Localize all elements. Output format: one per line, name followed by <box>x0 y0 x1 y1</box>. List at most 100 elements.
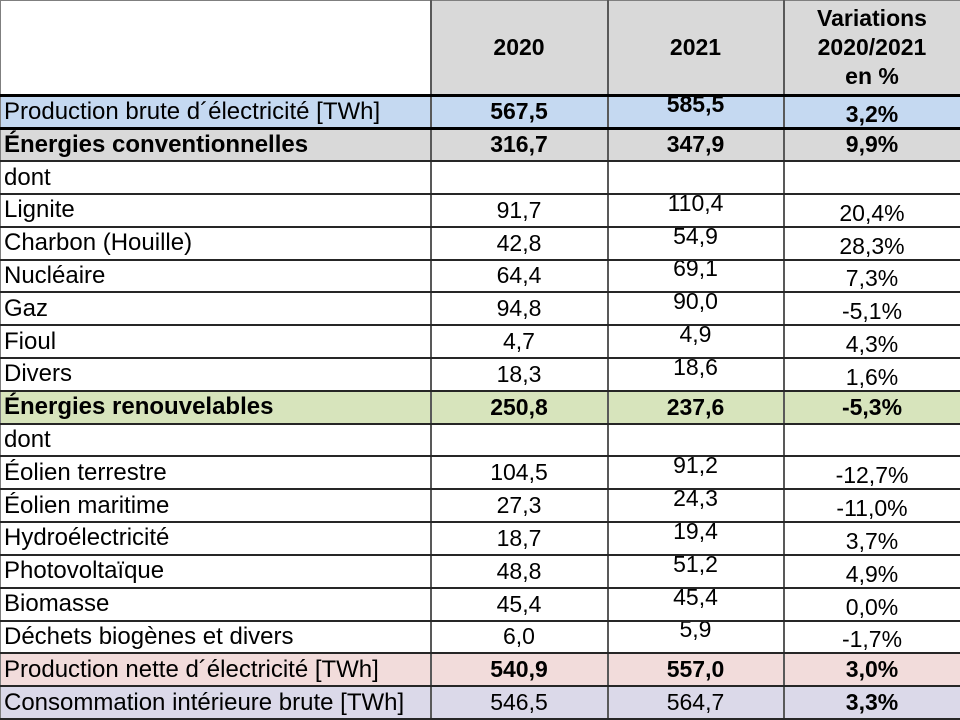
value-2021-cell: 347,9 <box>606 128 784 163</box>
row-label: Production brute d´électricité [TWh] <box>4 97 381 125</box>
row-label: Fioul <box>4 327 57 355</box>
value-2020-cell <box>429 423 608 458</box>
table-row: Hydroélectricité 18,7 19,4 3,7% <box>0 522 960 556</box>
value-variation: 3,7% <box>845 527 899 554</box>
row-label: Énergies renouvelables <box>4 393 274 421</box>
value-2020: 18,7 <box>496 524 542 551</box>
table-row: Nucléaire 64,4 69,1 7,3% <box>0 259 960 294</box>
table-row: Charbon (Houille) 42,8 54,9 28,3% <box>0 226 960 261</box>
value-2021: 54,9 <box>673 226 718 249</box>
value-variation: 4,3% <box>845 331 899 358</box>
value-variation-cell: 3,2% <box>782 95 960 130</box>
value-2021-cell: 5,9 <box>606 620 784 655</box>
value-2020-cell: 104,5 <box>429 456 608 491</box>
value-2021: 69,1 <box>673 259 718 282</box>
table-row: Lignite 91,7 110,4 20,4% <box>0 193 960 228</box>
value-variation-cell: -5,1% <box>782 292 960 327</box>
row-label: Lignite <box>4 196 75 224</box>
row-label: Photovoltaïque <box>4 557 165 585</box>
table-row: Énergies renouvelables 250,8 237,6 -5,3% <box>0 390 960 425</box>
table-row: dont <box>0 161 960 195</box>
value-variation: 3,3% <box>845 689 899 716</box>
row-label-cell: Nucléaire <box>0 259 431 294</box>
value-2021-cell: 110,4 <box>606 193 784 228</box>
value-2020-cell: 48,8 <box>429 554 608 589</box>
value-variation: 1,6% <box>845 363 899 390</box>
row-label-cell: Biomasse <box>0 587 431 622</box>
value-2020-cell: 18,3 <box>429 358 608 392</box>
value-variation-cell: 7,3% <box>782 259 960 294</box>
value-2021-cell: 51,2 <box>606 554 784 589</box>
value-variation-cell <box>782 423 960 458</box>
value-2020: 27,3 <box>496 492 542 519</box>
row-label-cell: Énergies conventionnelles <box>0 128 431 163</box>
value-variation: 3,0% <box>845 656 899 683</box>
header-variations-line1: Variations <box>817 5 927 31</box>
value-2021: 585,5 <box>666 95 725 118</box>
value-variation-cell: 4,3% <box>782 325 960 359</box>
table-row: Production brute d´électricité [TWh] 567… <box>0 95 960 130</box>
row-label: Énergies conventionnelles <box>4 130 309 158</box>
row-label-cell: Énergies renouvelables <box>0 390 431 425</box>
value-2020-cell: 91,7 <box>429 193 608 228</box>
table-row: Énergies conventionnelles 316,7 347,9 9,… <box>0 128 960 163</box>
value-2020: 4,7 <box>503 328 535 355</box>
value-variation-cell: 4,9% <box>782 554 960 589</box>
value-variation: -1,7% <box>841 626 903 653</box>
value-2021-cell: 69,1 <box>606 259 784 294</box>
value-2021-cell: 4,9 <box>606 325 784 359</box>
value-2021: 19,4 <box>673 522 718 544</box>
value-2021-cell: 90,0 <box>606 292 784 327</box>
value-2021: 51,2 <box>673 554 718 577</box>
value-2021-cell: 18,6 <box>606 358 784 392</box>
value-variation-cell: 9,9% <box>782 128 960 163</box>
value-2020-cell: 316,7 <box>429 128 608 163</box>
table-row: Déchets biogènes et divers 6,0 5,9 -1,7% <box>0 620 960 655</box>
row-label: Éolien maritime <box>4 491 170 519</box>
row-label-cell: Gaz <box>0 292 431 327</box>
value-variation: 3,2% <box>845 101 899 128</box>
value-variation: 7,3% <box>845 265 899 292</box>
value-variation-cell: 3,0% <box>782 653 960 688</box>
row-label-cell: Photovoltaïque <box>0 554 431 589</box>
value-2021: 557,0 <box>666 656 725 683</box>
value-2020: 567,5 <box>490 98 548 125</box>
header-row: 2020 2021 Variations 2020/2021 en % <box>0 0 960 97</box>
value-2021: 24,3 <box>673 489 718 512</box>
table-row: Fioul 4,7 4,9 4,3% <box>0 325 960 359</box>
value-2020: 540,9 <box>490 656 548 683</box>
row-label-cell: Éolien terrestre <box>0 456 431 491</box>
value-2020: 18,3 <box>496 360 542 387</box>
header-variations-line3: en % <box>845 63 899 89</box>
value-variation-cell: 3,7% <box>782 522 960 556</box>
value-variation-cell: -11,0% <box>782 489 960 524</box>
header-corner-cell <box>0 0 431 97</box>
value-2020-cell: 42,8 <box>429 226 608 261</box>
value-variation: 28,3% <box>839 232 905 259</box>
value-2021: 45,4 <box>673 587 718 610</box>
value-2021: 110,4 <box>667 193 724 216</box>
value-variation-cell: 1,6% <box>782 358 960 392</box>
header-variations: Variations 2020/2021 en % <box>782 0 960 97</box>
value-variation-cell: -12,7% <box>782 456 960 491</box>
row-label-cell: Hydroélectricité <box>0 522 431 556</box>
value-2020-cell: 27,3 <box>429 489 608 524</box>
value-2021-cell: 54,9 <box>606 226 784 261</box>
value-variation-cell: 28,3% <box>782 226 960 261</box>
value-2021: 5,9 <box>679 620 712 643</box>
row-label: Nucléaire <box>4 261 106 289</box>
header-variations-line2: 2020/2021 <box>817 34 927 60</box>
row-label-cell: Divers <box>0 358 431 392</box>
value-2020-cell: 540,9 <box>429 653 608 688</box>
value-variation: 9,9% <box>845 131 899 158</box>
value-2021-cell: 91,2 <box>606 456 784 491</box>
value-2020: 42,8 <box>496 229 542 256</box>
row-label: Production nette d´électricité [TWh] <box>4 655 379 683</box>
table-header: 2020 2021 Variations 2020/2021 en % <box>0 0 960 97</box>
row-label-cell: Éolien maritime <box>0 489 431 524</box>
row-label-cell: Lignite <box>0 193 431 228</box>
value-2020: 91,7 <box>496 196 542 223</box>
value-variation: -11,0% <box>836 495 908 522</box>
value-2020-cell: 94,8 <box>429 292 608 327</box>
